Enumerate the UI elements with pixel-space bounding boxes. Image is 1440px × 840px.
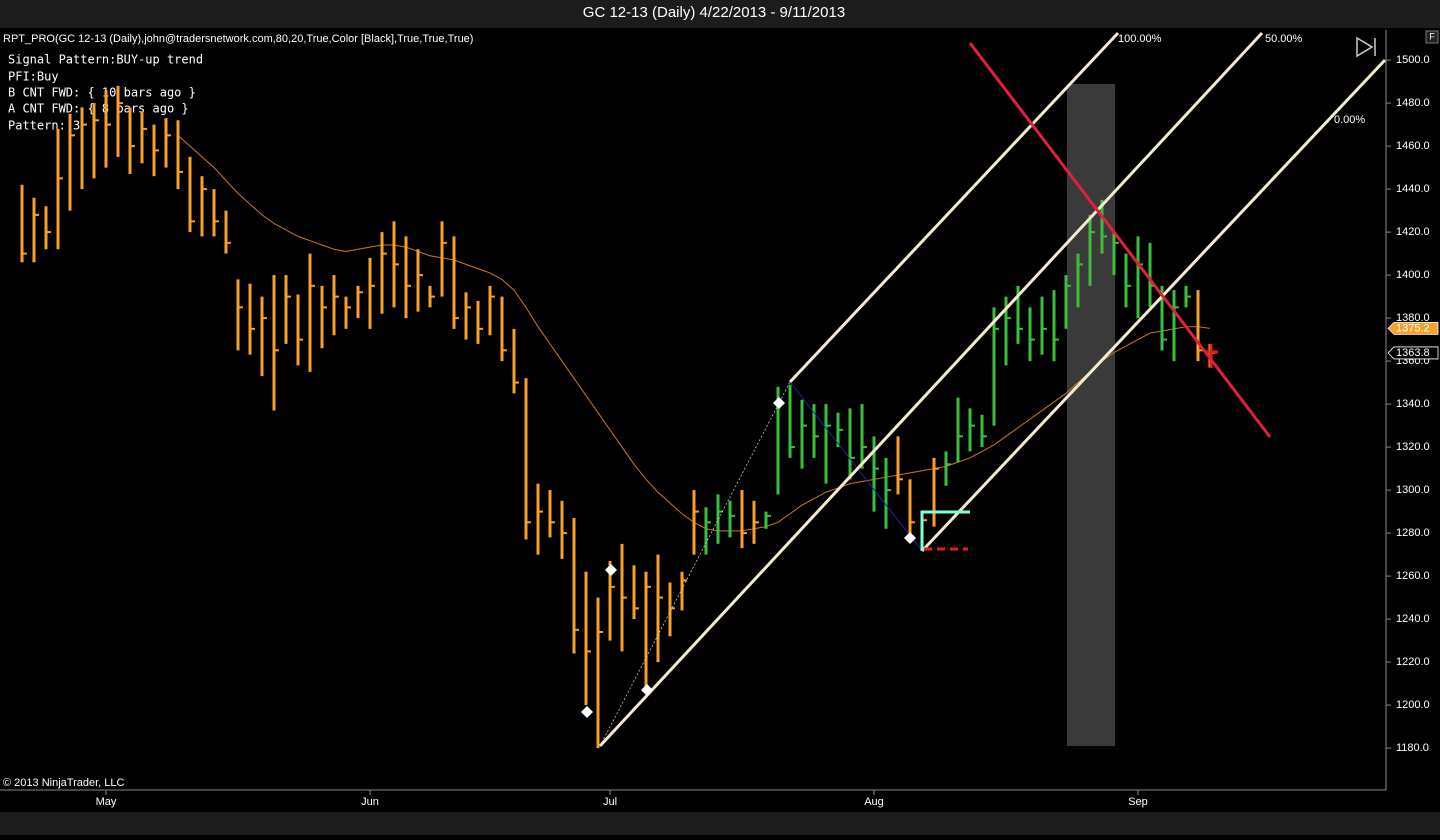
x-tick-label: Jul	[603, 796, 617, 808]
toolbar-button[interactable]	[1425, 30, 1439, 44]
y-tick-label: 1300.0	[1396, 484, 1430, 496]
swing-points	[581, 397, 916, 718]
y-tick-label: 1500.0	[1396, 54, 1430, 66]
play-icon[interactable]	[1356, 36, 1376, 58]
y-tick-label: 1420.0	[1396, 226, 1430, 238]
level-label: 50.00%	[1265, 33, 1303, 45]
copyright: © 2013 NinjaTrader, LLC	[3, 777, 124, 789]
toolbar-button-label[interactable]: F	[1429, 31, 1435, 41]
x-tick-label: May	[96, 796, 117, 808]
y-tick-label: 1480.0	[1396, 97, 1430, 109]
y-tick-label: 1400.0	[1396, 269, 1430, 281]
swing-line	[599, 381, 791, 747]
info-line: A CNT FWD: { 8 bars ago }	[8, 102, 189, 116]
trend-line	[968, 42, 1272, 438]
chart-title: GC 12-13 (Daily) 4/22/2013 - 9/11/2013	[583, 4, 845, 21]
price-marker	[1387, 322, 1439, 335]
entry-mark	[1204, 344, 1218, 368]
y-tick-label: 1180.0	[1396, 742, 1429, 754]
info-line: Signal Pattern:BUY-up trend	[8, 53, 203, 67]
level-label: 0.00%	[1334, 114, 1365, 126]
price-marker	[1387, 346, 1439, 360]
y-tick-label: 1200.0	[1396, 699, 1430, 711]
level-label: 100.00%	[1118, 33, 1162, 45]
y-axis-ticks: 1180.0 1200.0 1220.0 1240.0 1260.0 1280.0 1300…	[1386, 54, 1430, 754]
drawings: 100.00% 50.00% 0.00%	[581, 31, 1387, 748]
price-marker-label: 1375.2	[1396, 322, 1430, 334]
title-bar	[0, 0, 1440, 28]
x-tick-label: Jun	[361, 796, 379, 808]
y-tick-label: 1220.0	[1396, 656, 1430, 668]
info-line: B CNT FWD: { 10 bars ago }	[8, 86, 196, 100]
x-tick-label: Aug	[864, 796, 884, 808]
y-tick-label: 1380.0	[1396, 312, 1430, 324]
footer	[0, 812, 1440, 835]
y-tick-label: 1340.0	[1396, 398, 1430, 410]
channel-line	[920, 58, 1387, 553]
y-tick-label: 1440.0	[1396, 183, 1430, 195]
channel-line	[788, 31, 1120, 384]
highlight-zone	[1067, 84, 1115, 746]
swing-line	[789, 381, 923, 552]
price-marker-label: 1363.8	[1396, 347, 1430, 359]
y-tick-label: 1260.0	[1396, 570, 1430, 582]
y-tick-label: 1460.0	[1396, 140, 1430, 152]
bars	[20, 85, 1215, 749]
info-line: Pattern: 3	[8, 119, 80, 133]
target-line	[920, 510, 970, 551]
channel-line	[598, 31, 1264, 748]
info-line: PFI:Buy	[8, 70, 59, 84]
y-tick-label: 1320.0	[1396, 441, 1430, 453]
y-tick-label: 1240.0	[1396, 613, 1430, 625]
indicator-label: RPT_PRO(GC 12-13 (Daily),john@tradersnet…	[3, 33, 473, 45]
x-tick-label: Sep	[1128, 796, 1148, 808]
y-tick-label: 1280.0	[1396, 527, 1430, 539]
